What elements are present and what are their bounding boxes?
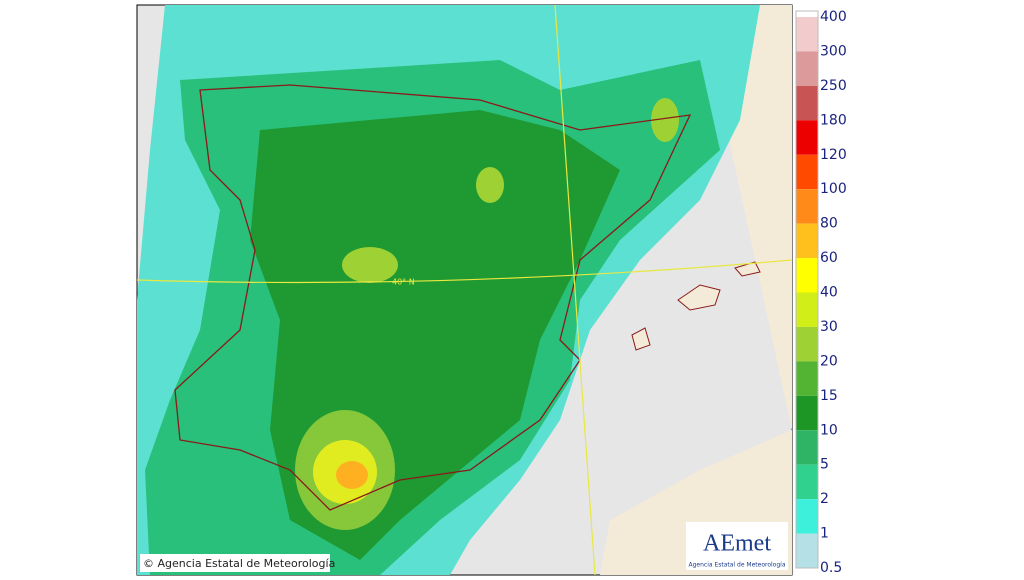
legend-label: 2 xyxy=(820,491,829,507)
logo-box xyxy=(686,522,788,570)
legend-swatch xyxy=(796,17,818,52)
legend-swatch xyxy=(796,499,818,534)
graticule-label: 40° N xyxy=(392,278,415,287)
island xyxy=(677,284,721,311)
legend-frame xyxy=(795,10,819,569)
copyright: © Agencia Estatal de Meteorología xyxy=(143,557,335,570)
legend-swatch xyxy=(796,189,818,224)
coastline xyxy=(174,84,692,511)
legend-label: 10 xyxy=(820,422,838,438)
legend-swatch xyxy=(796,223,818,259)
legend: 400 300 250 180 120 100 80 60 40 30 20 15 10 5 2 1 0.5 xyxy=(795,9,847,576)
map: 40° N © Agencia Estatal de Meteorología … xyxy=(136,4,793,576)
legend-swatch xyxy=(796,533,818,568)
rain-spot xyxy=(336,461,368,489)
logo-subtitle: Agencia Estatal de Meteorología xyxy=(689,562,786,569)
legend-label: 30 xyxy=(820,319,838,335)
legend-label: 60 xyxy=(820,250,838,266)
graticule xyxy=(136,259,793,284)
graticule xyxy=(554,4,596,576)
legend-label: 0.5 xyxy=(820,560,842,576)
legend-label: 15 xyxy=(820,388,838,404)
rain-spot xyxy=(342,247,398,283)
legend-swatch xyxy=(796,120,818,155)
legend-label: 80 xyxy=(820,216,838,232)
logo: AEmet xyxy=(703,531,771,557)
legend-label: 180 xyxy=(820,112,847,128)
legend-label: 40 xyxy=(820,285,838,301)
rain-spot xyxy=(476,167,504,203)
rain-spot xyxy=(651,98,679,142)
legend-swatch xyxy=(796,361,818,396)
legend-label: 1 xyxy=(820,526,829,542)
legend-swatch xyxy=(796,51,818,86)
legend-label: 20 xyxy=(820,353,838,369)
legend-swatch xyxy=(796,464,818,500)
legend-label: 120 xyxy=(820,147,847,163)
legend-swatch xyxy=(796,395,818,431)
land-africa-france xyxy=(600,5,792,575)
legend-label: 250 xyxy=(820,78,847,94)
copyright-box xyxy=(140,554,330,572)
legend-label: 300 xyxy=(820,43,847,59)
legend-swatch xyxy=(796,292,818,327)
legend-label: 5 xyxy=(820,457,829,473)
legend-swatch xyxy=(796,85,818,121)
island xyxy=(631,327,651,351)
legend-swatch xyxy=(796,326,818,362)
legend-label: 400 xyxy=(820,9,847,25)
legend-label: 100 xyxy=(820,181,847,197)
legend-swatch xyxy=(796,258,818,293)
legend-swatch xyxy=(796,430,818,465)
legend-swatch xyxy=(796,154,818,190)
